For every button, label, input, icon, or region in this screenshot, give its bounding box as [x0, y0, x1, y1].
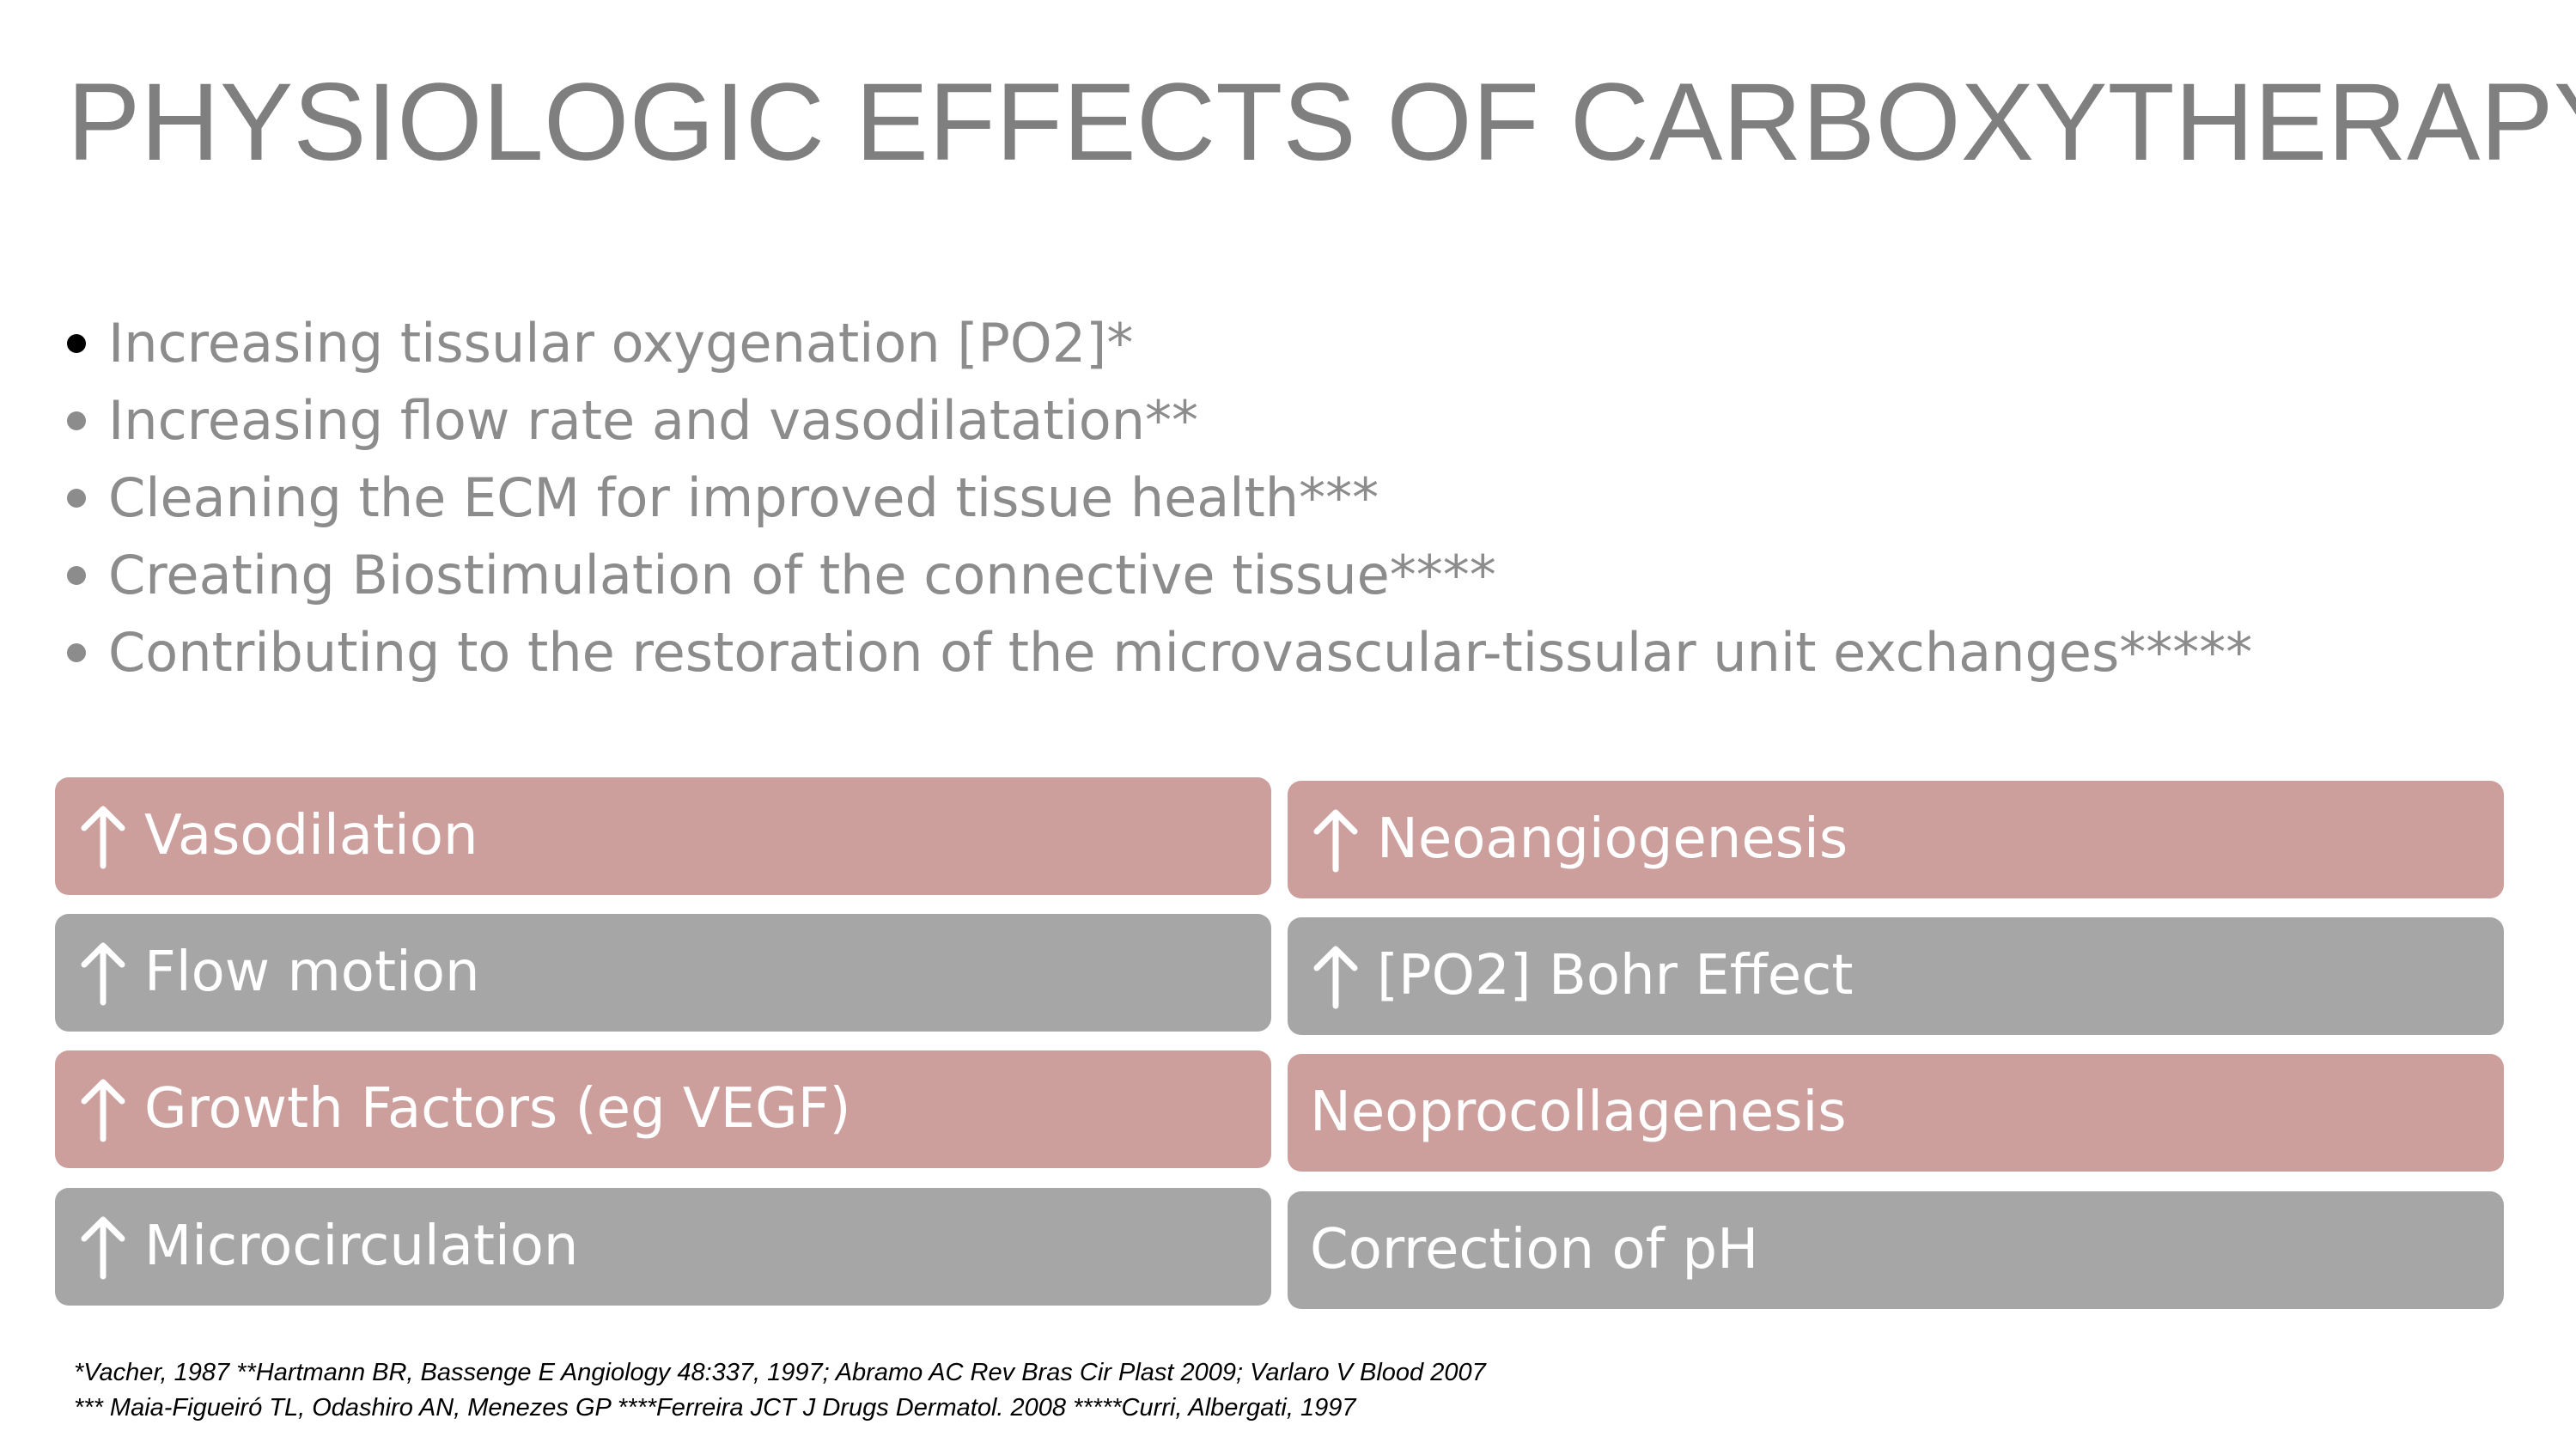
arrow-up-icon	[81, 806, 125, 868]
bullet-dot-icon	[67, 489, 86, 508]
slide-title: PHYSIOLOGIC EFFECTS OF CARBOXYTHERAPY	[67, 61, 2576, 184]
bullet-text: Increasing tissular oxygenation [PO2]*	[108, 312, 1134, 374]
effect-label: Vasodilation	[144, 804, 478, 868]
effect-box-microcirculation: Microcirculation	[55, 1188, 1271, 1306]
effect-label: Neoprocollagenesis	[1310, 1081, 1847, 1144]
reference-line: *Vacher, 1987 **Hartmann BR, Bassenge E …	[74, 1359, 1486, 1386]
bullet-text: Contributing to the restoration of the m…	[108, 621, 2253, 684]
bullet-item: Increasing tissular oxygenation [PO2]*	[60, 305, 2252, 382]
bullet-dot-icon	[67, 334, 86, 353]
effect-label: Growth Factors (eg VEGF)	[144, 1077, 851, 1141]
arrow-up-icon	[81, 1079, 125, 1142]
effect-box-ph-correction: Correction of pH	[1288, 1191, 2504, 1309]
effect-label: Flow motion	[144, 941, 480, 1004]
effect-box-growth-factors: Growth Factors (eg VEGF)	[55, 1050, 1271, 1168]
effect-label: Microcirculation	[144, 1215, 579, 1278]
bullet-list: Increasing tissular oxygenation [PO2]* I…	[60, 305, 2252, 691]
effect-box-vasodilation: Vasodilation	[55, 777, 1271, 895]
bullet-item: Cleaning the ECM for improved tissue hea…	[60, 460, 2252, 537]
arrow-up-icon	[81, 1216, 125, 1279]
bullet-dot-icon	[67, 643, 86, 662]
effect-box-neoangiogenesis: Neoangiogenesis	[1288, 781, 2504, 898]
bullet-item: Contributing to the restoration of the m…	[60, 614, 2252, 691]
bullet-item: Increasing flow rate and vasodilatation*…	[60, 382, 2252, 460]
bullet-dot-icon	[67, 566, 86, 585]
reference-line: *** Maia-Figueiró TL, Odashiro AN, Menez…	[74, 1394, 1356, 1422]
effect-box-bohr-effect: [PO2] Bohr Effect	[1288, 917, 2504, 1035]
bullet-dot-icon	[67, 411, 86, 430]
arrow-up-icon	[81, 942, 125, 1005]
bullet-item: Creating Biostimulation of the connectiv…	[60, 537, 2252, 614]
effect-label: Neoangiogenesis	[1377, 807, 1848, 871]
effect-box-neoprocollagenesis: Neoprocollagenesis	[1288, 1054, 2504, 1172]
arrow-up-icon	[1313, 809, 1358, 872]
bullet-text: Creating Biostimulation of the connectiv…	[108, 544, 1496, 606]
arrow-up-icon	[1313, 946, 1358, 1008]
references: *Vacher, 1987 **Hartmann BR, Bassenge E …	[74, 1355, 1486, 1426]
bullet-text: Increasing flow rate and vasodilatation*…	[108, 389, 1199, 452]
effect-box-flow-motion: Flow motion	[55, 914, 1271, 1032]
effect-label: Correction of pH	[1310, 1218, 1759, 1282]
bullet-text: Cleaning the ECM for improved tissue hea…	[108, 466, 1379, 529]
effect-label: [PO2] Bohr Effect	[1377, 944, 1854, 1008]
